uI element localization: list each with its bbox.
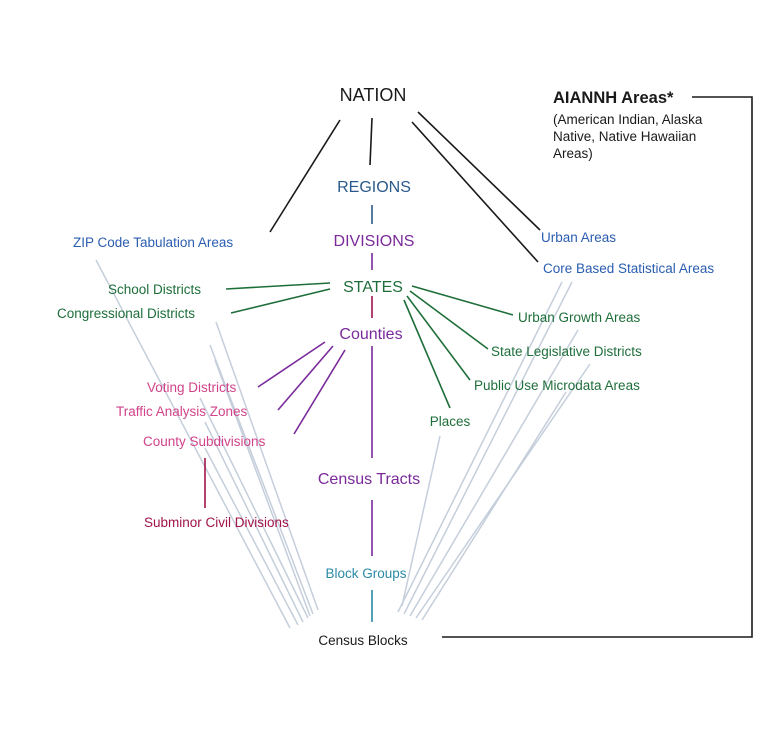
node-school-districts: School Districts <box>108 282 201 297</box>
node-core-based-statistical-areas: Core Based Statistical Areas <box>543 261 714 276</box>
node-nation: NATION <box>340 85 407 105</box>
node-states: STATES <box>343 279 403 296</box>
node-zip-code-tabulation-areas: ZIP Code Tabulation Areas <box>73 235 233 250</box>
node-county-subdivisions: County Subdivisions <box>143 434 266 449</box>
aiannh-description-line-3: Areas) <box>553 146 593 161</box>
node-public-use-microdata-areas: Public Use Microdata Areas <box>474 378 640 393</box>
nation-connector-lines <box>269 96 753 638</box>
node-urban-areas: Urban Areas <box>541 230 616 245</box>
node-state-legislative-districts: State Legislative Districts <box>491 344 642 359</box>
node-block-groups: Block Groups <box>325 566 406 581</box>
node-census-blocks: Census Blocks <box>318 633 408 648</box>
node-census-tracts: Census Tracts <box>318 471 420 488</box>
node-regions: REGIONS <box>337 179 411 196</box>
node-divisions: DIVISIONS <box>334 233 415 250</box>
node-aiannh-areas: AIANNH Areas* <box>553 89 674 107</box>
aiannh-description-line-1: (American Indian, Alaska <box>553 112 703 127</box>
node-places: Places <box>430 414 471 429</box>
node-congressional-districts: Congressional Districts <box>57 306 195 321</box>
aiannh-description-line-2: Native, Native Hawaiian <box>553 129 696 144</box>
node-counties: Counties <box>339 326 402 343</box>
node-urban-growth-areas: Urban Growth Areas <box>518 310 641 325</box>
counties-connector-lines <box>257 341 346 435</box>
states-connector-lines <box>225 282 514 409</box>
node-subminor-civil-divisions: Subminor Civil Divisions <box>144 515 289 530</box>
node-traffic-analysis-zones: Traffic Analysis Zones <box>116 404 248 419</box>
node-voting-districts: Voting Districts <box>147 380 237 395</box>
gray-connector-lines <box>95 259 591 629</box>
